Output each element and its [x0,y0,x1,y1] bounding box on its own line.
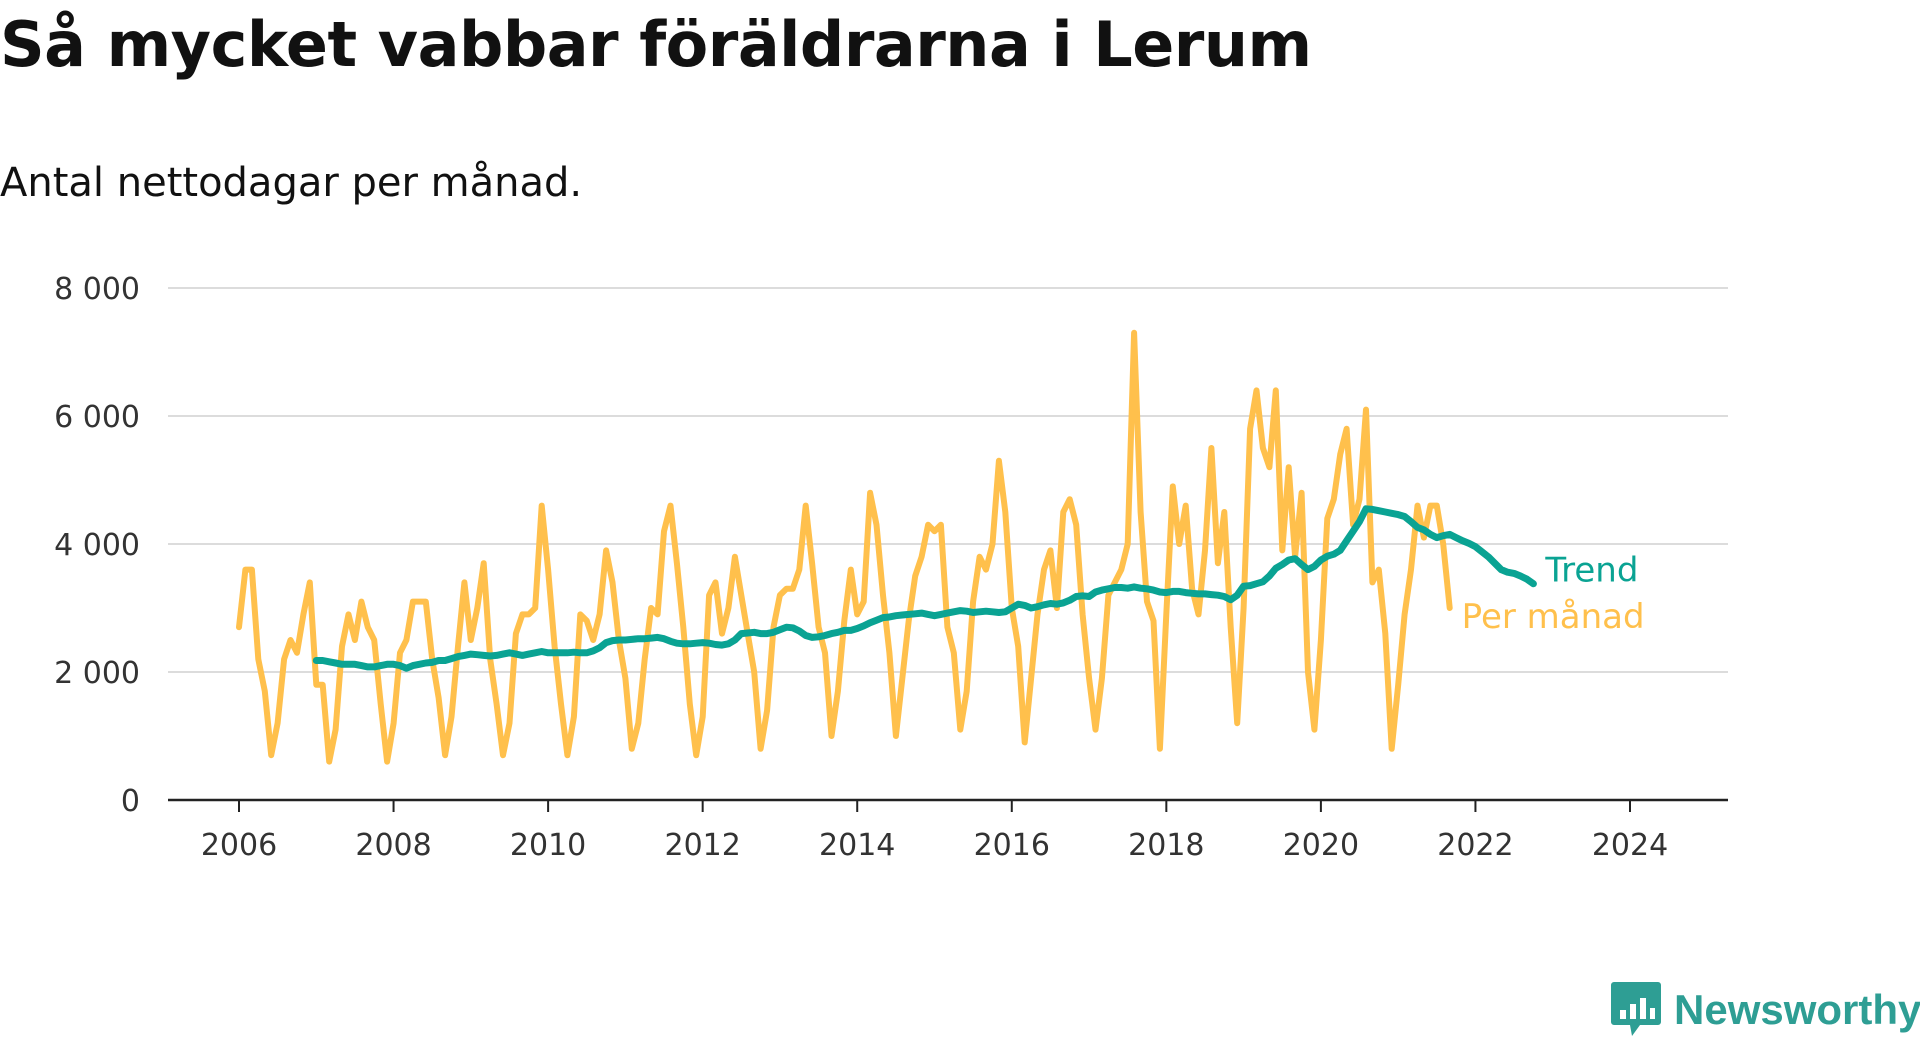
series-lines [236,329,1537,765]
newsworthy-logo: Newsworthy [1610,980,1920,1040]
series-line-trend [312,505,1537,672]
y-axis-ticks: 0 2 000 4 000 6 000 8 000 [54,272,140,819]
chart-title: Så mycket vabbar föräldrarna i Lerum [0,8,1312,81]
x-tick-label: 2016 [974,828,1050,863]
y-tick-label: 6 000 [54,400,140,435]
x-tick-label: 2008 [355,828,431,863]
x-tick-label: 2024 [1592,828,1668,863]
gridlines [168,287,1728,802]
x-tick-label: 2006 [201,828,277,863]
logo-text: Newsworthy [1674,986,1920,1033]
x-tick-label: 2020 [1283,828,1359,863]
series-labels: Per månad Trend [1462,551,1645,637]
y-tick-label: 2 000 [54,656,140,691]
series-label-per-manad: Per månad [1462,597,1645,637]
y-tick-label: 0 [121,784,140,819]
series-label-trend: Trend [1544,551,1638,591]
x-tick-label: 2022 [1437,828,1513,863]
x-tick-label: 2010 [510,828,586,863]
x-tick-label: 2012 [664,828,740,863]
bar-chart-speech-bubble-icon [1611,982,1661,1036]
chart-subtitle: Antal nettodagar per månad. [0,160,583,206]
series-line-per-manad [236,329,1453,765]
y-tick-label: 4 000 [54,528,140,563]
x-tick-label: 2014 [819,828,895,863]
y-tick-label: 8 000 [54,272,140,307]
x-tick-label: 2018 [1128,828,1204,863]
x-axis-ticks: 2006 2008 2010 2012 2014 2016 2018 2020 2022 2024 [201,800,1668,863]
